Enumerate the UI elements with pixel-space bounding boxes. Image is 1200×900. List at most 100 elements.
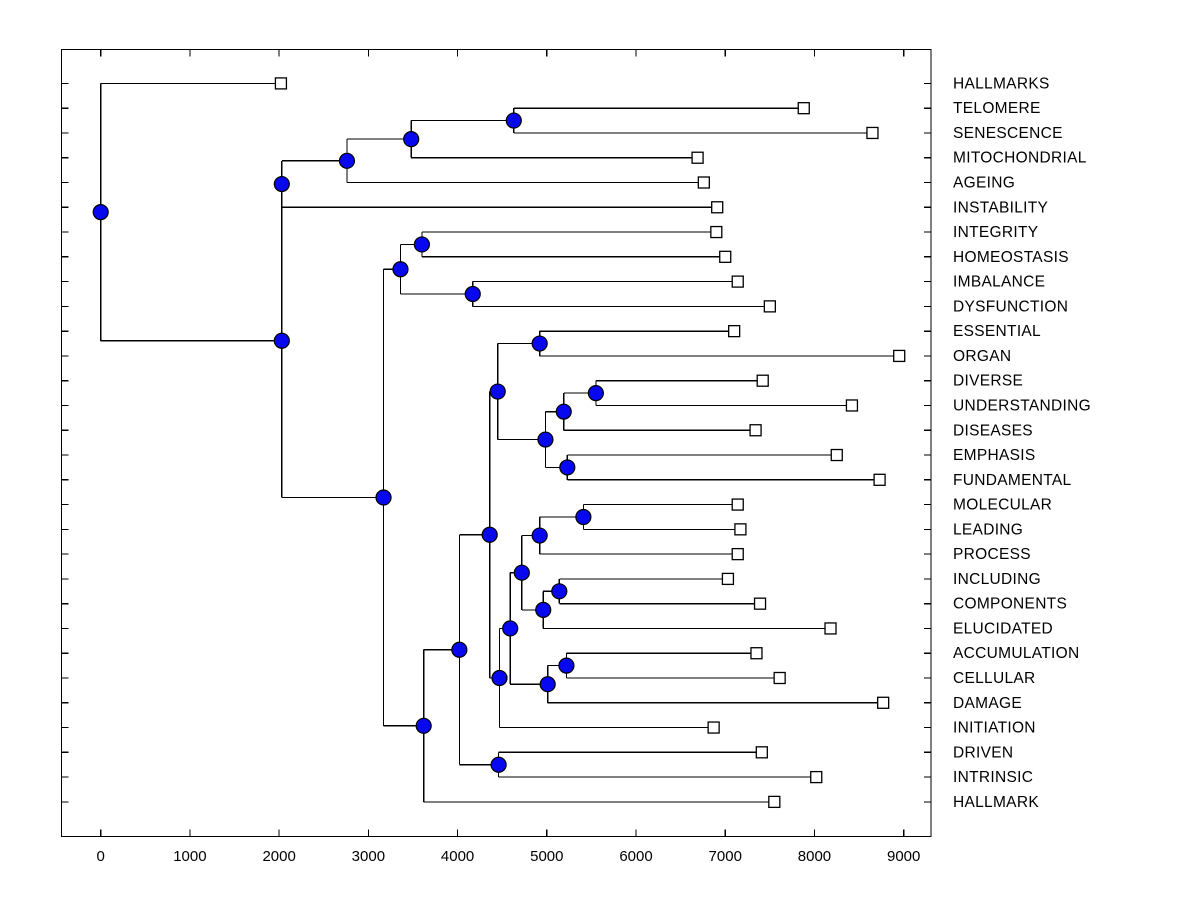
leaf-marker (845, 399, 859, 412)
leaf-marker (830, 448, 843, 462)
plot-box (60, 48, 932, 838)
internal-node-marker (338, 152, 356, 169)
leaf-marker (893, 349, 906, 363)
leaf-marker (721, 572, 735, 586)
leaf-label: HOMEOSTASIS (953, 249, 1069, 266)
internal-node-marker (558, 657, 575, 674)
leaf-marker (824, 622, 837, 635)
x-tick-label: 4000 (441, 848, 474, 865)
text-layer: 0 1000 2000 3000 4000 5000 6000 7000 8000 9000 HAL… (97, 75, 1091, 865)
leaf-marker (877, 696, 890, 709)
leaf-label: INCLUDING (953, 571, 1041, 588)
leaf-marker (728, 324, 741, 338)
leaf-label: LEADING (953, 521, 1023, 538)
leaf-marker (274, 77, 288, 90)
leaf-marker (773, 671, 786, 685)
leaf-marker (810, 770, 823, 784)
leaf-label: ESSENTIAL (953, 323, 1041, 340)
leaf-label: DISEASES (953, 422, 1033, 439)
leaf-label: INITIATION (953, 720, 1036, 737)
tree-branches (100, 82, 900, 803)
leaf-label: INTRINSIC (953, 769, 1033, 786)
internal-node-marker (539, 676, 556, 693)
internal-node-marker (513, 564, 530, 581)
x-tick-label: 7000 (709, 848, 742, 865)
internal-node-marker (551, 583, 568, 600)
leaf-marker (866, 126, 879, 140)
leaf-marker (873, 473, 886, 486)
leaf-marker (750, 647, 763, 660)
leaf-label: DAMAGE (953, 695, 1022, 712)
internal-node-marker (505, 112, 522, 129)
leaf-label: INSTABILITY (953, 199, 1048, 216)
leaf-label: DIVERSE (953, 373, 1023, 390)
leaf-label: DYSFUNCTION (953, 298, 1068, 315)
x-tick-label: 8000 (798, 848, 831, 865)
internal-node-marker (587, 384, 604, 402)
leaf-label: MOLECULAR (953, 497, 1052, 514)
internal-node-marker (403, 131, 420, 148)
leaf-marker (763, 300, 776, 313)
leaf-label: EMPHASIS (953, 447, 1036, 464)
leaf-label: HALLMARK (953, 794, 1039, 811)
leaf-marker (756, 374, 769, 387)
x-tick-label: 2000 (262, 848, 295, 865)
internal-node-marker (392, 261, 409, 278)
leaf-label: MITOCHONDRIAL (953, 150, 1087, 167)
node-markers (92, 77, 906, 809)
internal-node-marker (413, 236, 430, 253)
leaf-marker (731, 498, 744, 511)
x-tick-label: 6000 (619, 848, 652, 865)
leaf-label: UNDERSTANDING (953, 397, 1091, 414)
leaf-label: COMPONENTS (953, 596, 1067, 613)
leaf-label: PROCESS (953, 546, 1031, 563)
internal-node-marker (375, 489, 392, 506)
leaf-marker (768, 795, 781, 809)
internal-node-marker (537, 431, 554, 448)
leaf-label: TELOMERE (953, 100, 1041, 117)
leaf-marker (711, 201, 724, 214)
leaf-marker (691, 151, 704, 164)
leaf-marker (719, 250, 732, 263)
x-tick-label: 3000 (352, 848, 385, 865)
leaf-marker (707, 721, 720, 734)
axes (60, 48, 932, 838)
leaf-label: ELUCIDATED (953, 620, 1053, 637)
internal-node-marker (481, 526, 498, 543)
leaf-label: IMBALANCE (953, 274, 1045, 291)
leaf-label: AGEING (953, 175, 1015, 192)
internal-node-marker (491, 669, 508, 687)
internal-node-marker (575, 508, 592, 526)
internal-node-marker (273, 332, 290, 349)
leaf-marker (755, 746, 768, 759)
internal-node-marker (531, 335, 548, 352)
x-tick-label: 9000 (887, 848, 920, 865)
leaf-marker (749, 424, 762, 437)
internal-node-marker (415, 717, 432, 734)
leaf-label: SENESCENCE (953, 125, 1063, 142)
internal-node-marker (489, 383, 506, 400)
internal-node-marker (92, 203, 109, 221)
leaf-label: ORGAN (953, 348, 1011, 365)
x-tick-label: 1000 (173, 848, 206, 865)
leaf-label: CELLULAR (953, 670, 1036, 687)
leaf-label: ACCUMULATION (953, 645, 1079, 662)
internal-node-marker (502, 620, 519, 637)
internal-node-marker (273, 175, 290, 193)
internal-node-marker (490, 756, 507, 773)
internal-node-marker (464, 285, 481, 303)
internal-node-marker (555, 403, 572, 420)
x-tick-label: 5000 (530, 848, 563, 865)
leaf-marker (797, 102, 810, 115)
internal-node-marker (531, 527, 548, 544)
leaf-marker (710, 225, 723, 239)
leaf-marker (731, 275, 744, 288)
leaf-marker (731, 547, 744, 561)
leaf-label: INTEGRITY (953, 224, 1038, 241)
leaf-label: FUNDAMENTAL (953, 472, 1071, 489)
leaf-marker (734, 523, 747, 536)
leaf-marker (697, 176, 710, 189)
internal-node-marker (451, 641, 468, 658)
